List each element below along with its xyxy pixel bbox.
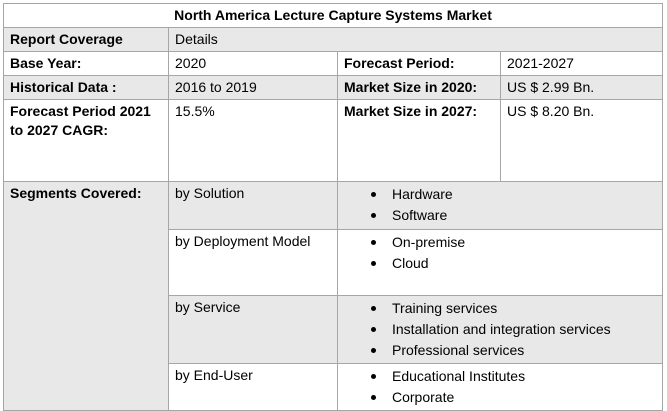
market-size-2027-value: US $ 8.20 Bn. — [499, 99, 664, 182]
segment-item: On-premise — [344, 232, 656, 253]
segment-item: Professional services — [344, 340, 656, 361]
market-size-2020-label: Market Size in 2020: — [337, 75, 501, 100]
segment-item: Educational Institutes — [344, 366, 656, 387]
segment-name: by Service — [168, 295, 338, 364]
segment-item: Cloud — [344, 253, 656, 274]
segment-name: by End-User — [168, 363, 338, 411]
market-report-table: North America Lecture Capture Systems Ma… — [2, 3, 664, 411]
historical-label: Historical Data : — [3, 75, 169, 100]
market-size-2020-value: US $ 2.99 Bn. — [499, 75, 664, 100]
segment-name: by Deployment Model — [168, 229, 338, 296]
segment-item: Hardware — [344, 184, 656, 205]
header-label: Report Coverage — [3, 27, 169, 52]
segment-item: Corporate — [344, 387, 656, 408]
segments-label: Segments Covered: — [3, 181, 169, 411]
table-title: North America Lecture Capture Systems Ma… — [2, 3, 664, 28]
segment-item: Installation and integration services — [344, 319, 656, 340]
base-year-label: Base Year: — [3, 51, 169, 76]
segment-item: Training services — [344, 298, 656, 319]
market-size-2027-label: Market Size in 2027: — [337, 99, 501, 182]
historical-value: 2016 to 2019 — [168, 75, 338, 100]
cagr-value: 15.5% — [168, 99, 338, 182]
base-year-value: 2020 — [168, 51, 338, 76]
cagr-label: Forecast Period 2021 to 2027 CAGR: — [3, 99, 169, 182]
segment-name: by Solution — [168, 181, 338, 230]
forecast-period-value: 2021-2027 — [499, 51, 664, 76]
forecast-period-label: Forecast Period: — [337, 51, 501, 76]
header-value: Details — [167, 27, 664, 52]
segment-item: Software — [344, 205, 656, 226]
